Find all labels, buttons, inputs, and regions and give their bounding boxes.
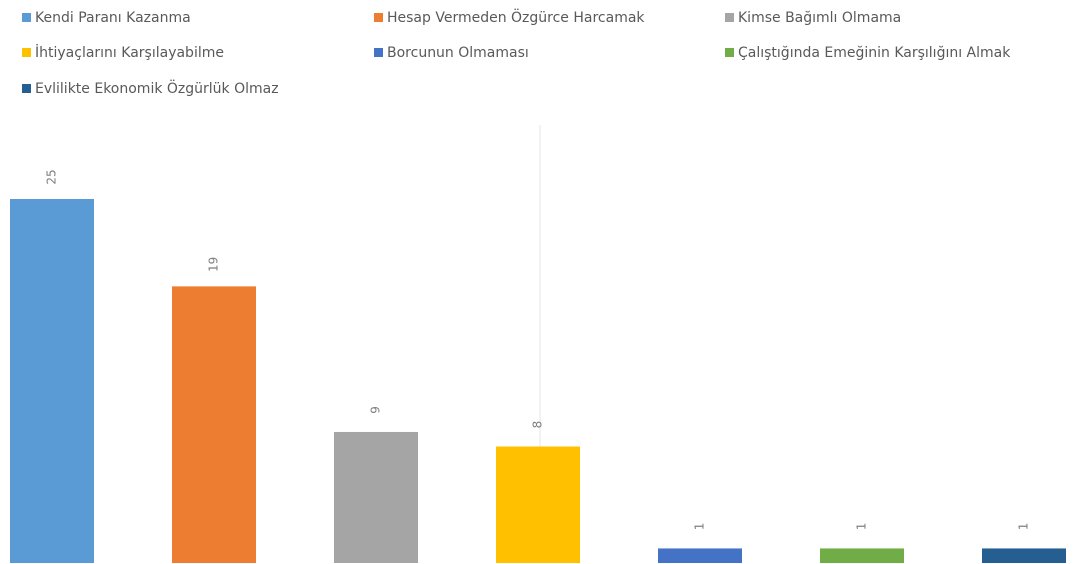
- legend-label: Kimse Bağımlı Olmama: [738, 10, 901, 26]
- bar: [658, 548, 742, 563]
- bar: [496, 446, 580, 563]
- value-label: 1: [855, 523, 869, 531]
- value-label: 1: [1017, 523, 1031, 531]
- legend-swatch: [725, 48, 734, 57]
- value-label: 19: [207, 257, 221, 272]
- value-label: 8: [531, 421, 545, 429]
- legend-swatch: [374, 48, 383, 57]
- bar: [982, 548, 1066, 563]
- legend-label: Çalıştığında Emeğinin Karşılığını Almak: [738, 45, 1011, 61]
- bar: [10, 199, 94, 563]
- bar: [820, 548, 904, 563]
- legend-swatch: [725, 13, 734, 22]
- legend-label: Hesap Vermeden Özgürce Harcamak: [387, 8, 645, 26]
- legend-label: Evlilikte Ekonomik Özgürlük Olmaz: [35, 79, 279, 97]
- value-label: 25: [45, 169, 59, 184]
- legend-swatch: [22, 84, 31, 93]
- legend-swatch: [374, 13, 383, 22]
- bar: [334, 431, 418, 563]
- legend-swatch: [22, 13, 31, 22]
- legend-label: İhtiyaçlarını Karşılayabilme: [35, 43, 224, 61]
- legend-label: Kendi Paranı Kazanma: [35, 10, 191, 26]
- legend-swatch: [22, 48, 31, 57]
- bar: [172, 286, 256, 563]
- value-label: 9: [369, 406, 383, 414]
- value-label: 1: [693, 523, 707, 531]
- legend-label: Borcunun Olmaması: [387, 45, 529, 61]
